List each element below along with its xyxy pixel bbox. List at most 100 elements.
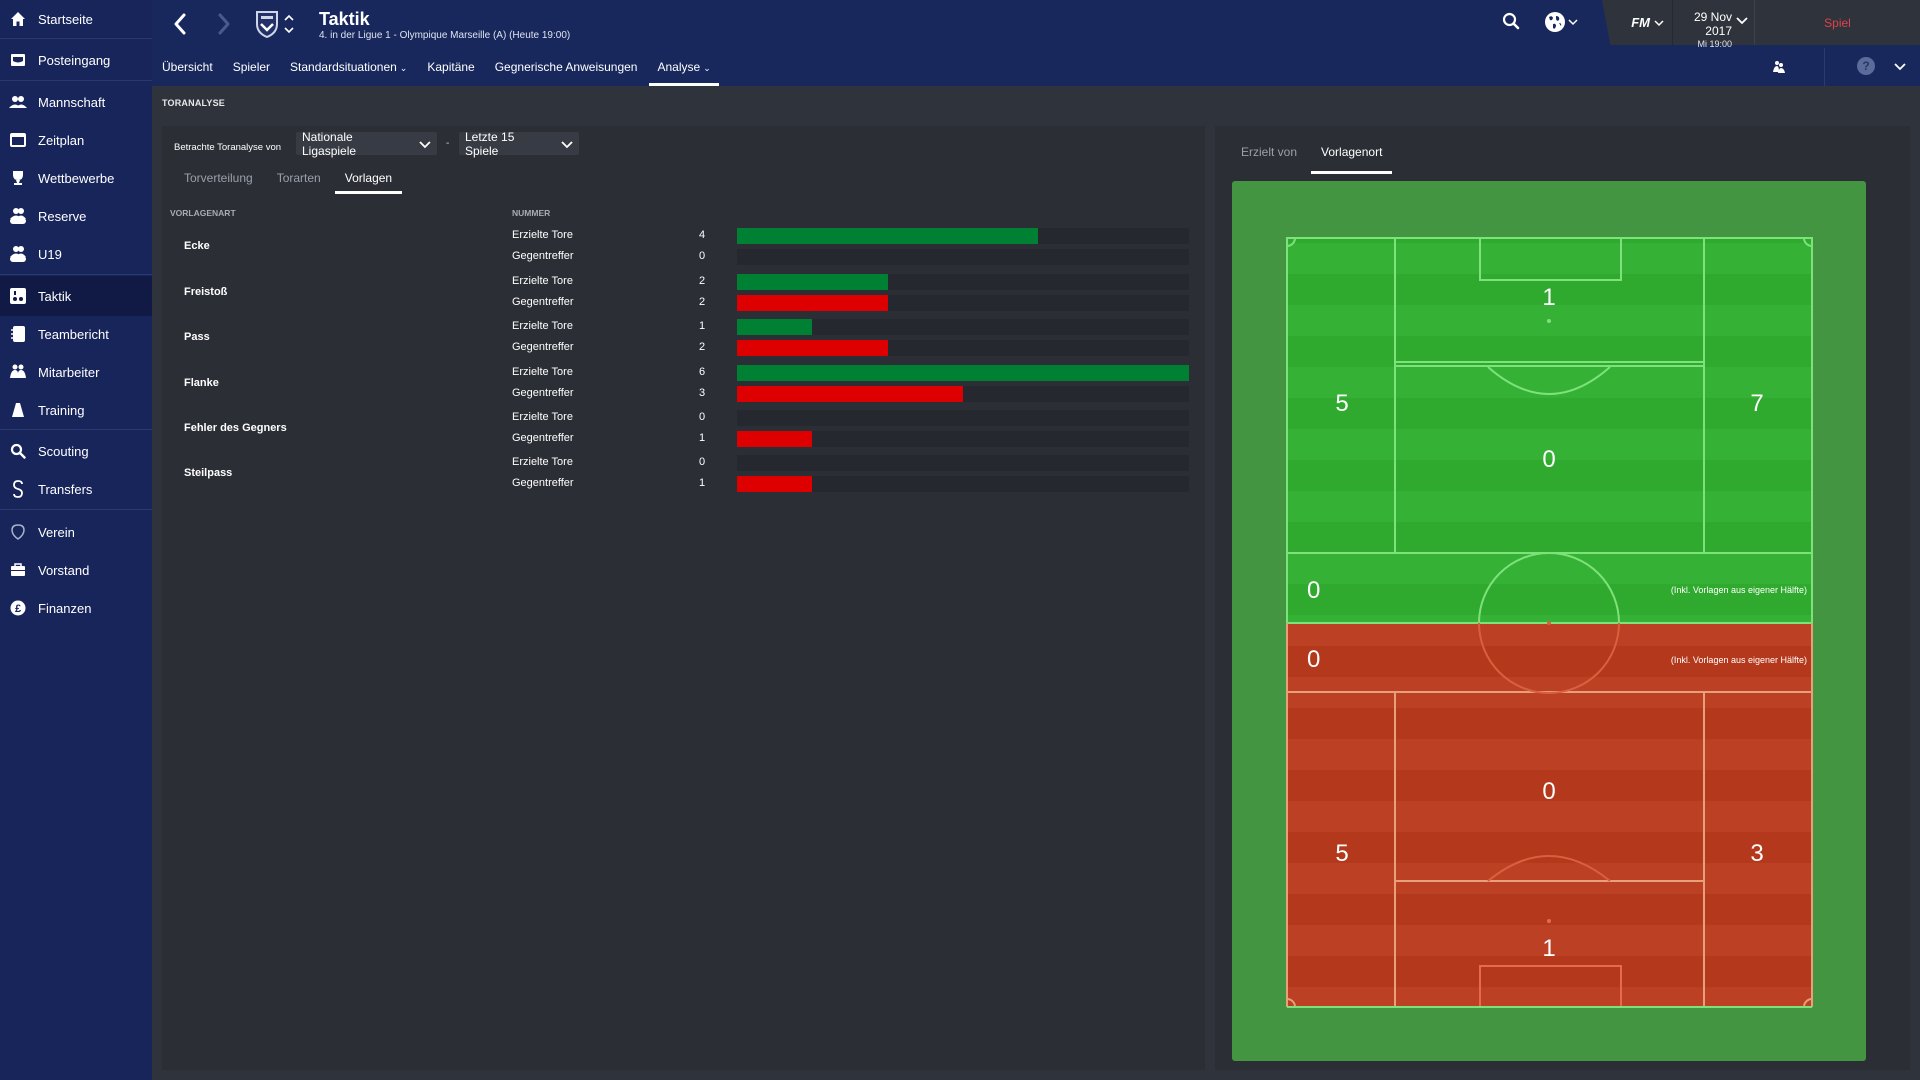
assist-type-row: Pass Erzielte Tore 1 Gegentreffer 2	[172, 317, 1194, 361]
scored-bar	[737, 274, 888, 290]
subnav-uebersicht[interactable]: Übersicht	[152, 56, 223, 86]
help-icon[interactable]: ?	[1857, 57, 1875, 75]
bar-track	[737, 476, 1189, 492]
staff-people-button[interactable]	[1772, 60, 1786, 79]
more-menu-button[interactable]	[1894, 58, 1906, 76]
home-icon	[0, 11, 36, 27]
globe-icon	[1545, 12, 1565, 32]
scored-half	[1287, 238, 1812, 623]
world-menu-button[interactable]	[1544, 11, 1578, 33]
back-button[interactable]	[168, 10, 192, 38]
competition-value: Nationale Ligaspiele	[302, 129, 357, 158]
sidebar-item-taktik[interactable]: Taktik	[0, 276, 152, 316]
scored-label: Erzielte Tore	[512, 366, 573, 378]
filter-label: Betrachte Toranalyse von	[174, 142, 282, 153]
filter-separator: -	[446, 138, 450, 149]
assist-type-row: Freistoß Erzielte Tore 2 Gegentreffer 2	[172, 272, 1194, 316]
sidebar-item-zeitplan[interactable]: Zeitplan	[0, 121, 152, 159]
range-dropdown[interactable]: Letzte 15 Spiele	[459, 129, 579, 158]
scored-own-half-note: (Inkl. Vorlagen aus eigener Hälfte)	[1671, 585, 1807, 595]
column-header-number: NUMMER	[512, 208, 551, 218]
assist-type-row: Ecke Erzielte Tore 4 Gegentreffer 0	[172, 226, 1194, 270]
assist-type-label: Fehler des Gegners	[184, 422, 287, 434]
conceded-bar	[737, 295, 888, 311]
subnav-spieler[interactable]: Spieler	[223, 56, 280, 86]
sidebar-item-vorstand[interactable]: Vorstand	[0, 551, 152, 589]
range-value: Letzte 15 Spiele	[465, 129, 515, 158]
subnav-label: Analyse	[657, 60, 701, 74]
bar-track	[737, 386, 1189, 402]
sidebar-item-startseite[interactable]: Startseite	[0, 0, 152, 38]
club-switch-arrows[interactable]	[282, 12, 296, 36]
fm-menu-button[interactable]: FM	[1602, 0, 1672, 45]
scored-value: 4	[698, 229, 706, 241]
trophy-icon	[0, 170, 36, 186]
sidebar-item-reserve[interactable]: Reserve	[0, 197, 152, 235]
tab-erzielt-von[interactable]: Erzielt von	[1241, 145, 1298, 159]
tab-torarten[interactable]: Torarten	[276, 171, 321, 185]
conceded-label: Gegentreffer	[512, 341, 574, 353]
assist-type-label: Steilpass	[184, 467, 233, 479]
sidebar-item-label: Teambericht	[38, 326, 109, 342]
subnav-kapitaene[interactable]: Kapitäne	[417, 56, 484, 86]
sidebar-item-wettbewerbe[interactable]: Wettbewerbe	[0, 159, 152, 197]
section-title: TORANALYSE	[162, 98, 226, 108]
sidebar-item-finanzen[interactable]: £ Finanzen	[0, 589, 152, 627]
forward-button[interactable]	[212, 10, 236, 38]
sub-navigation: Übersicht Spieler Standardsituationen ⌄ K…	[152, 56, 719, 86]
bar-track	[737, 274, 1189, 290]
conceded-half	[1287, 623, 1812, 1007]
conceded-line: Gegentreffer 2	[172, 338, 1194, 358]
subnav-label: Standardsituationen	[290, 60, 397, 74]
sidebar-item-label: Mannschaft	[38, 94, 106, 110]
search-icon	[1502, 12, 1520, 30]
sidebar-item-u19[interactable]: U19	[0, 235, 152, 273]
assist-location-panel: Erzielt von Vorlagenort	[1215, 126, 1910, 1070]
subnav-divider	[1824, 48, 1825, 86]
club-badge-icon[interactable]	[255, 10, 279, 39]
search-button[interactable]	[1502, 12, 1520, 35]
pound-coin-icon: £	[0, 600, 36, 616]
chevron-down-icon: ⌄	[399, 63, 408, 73]
top-bar: Taktik 4. in der Ligue 1 - Olympique Mar…	[152, 0, 1920, 86]
scored-line: Erzielte Tore 0	[172, 453, 1194, 473]
scored-bar	[737, 319, 813, 335]
sidebar-item-mitarbeiter[interactable]: Mitarbeiter	[0, 353, 152, 391]
conceded-bar	[737, 476, 813, 492]
subnav-analyse[interactable]: Analyse ⌄	[649, 56, 719, 86]
sidebar-item-teambericht[interactable]: Teambericht	[0, 315, 152, 353]
chevron-down-icon	[561, 140, 573, 148]
tab-torverteilung[interactable]: Torverteilung	[184, 171, 253, 185]
sidebar-item-mannschaft[interactable]: Mannschaft	[0, 83, 152, 121]
sidebar-item-label: Finanzen	[38, 600, 92, 616]
subnav-gegnerische-anweisungen[interactable]: Gegnerische Anweisungen	[485, 56, 648, 86]
competition-dropdown[interactable]: Nationale Ligaspiele	[296, 129, 437, 158]
chevron-right-icon	[218, 13, 230, 35]
conceded-own-half-note: (Inkl. Vorlagen aus eigener Hälfte)	[1671, 655, 1807, 665]
search-icon	[0, 443, 36, 459]
scored-value: 1	[698, 320, 706, 332]
calendar-icon	[0, 133, 36, 147]
date-button[interactable]: 29 Nov 2017 Mi 19:00	[1672, 0, 1754, 49]
chevron-left-icon	[174, 13, 186, 35]
tab-vorlagenort[interactable]: Vorlagenort	[1311, 142, 1393, 174]
sidebar-item-posteingang[interactable]: Posteingang	[0, 41, 152, 79]
current-time: Mi 19:00	[1697, 39, 1732, 49]
squad-icon	[0, 95, 36, 109]
sidebar-item-transfers[interactable]: Transfers	[0, 470, 152, 508]
conceded-value: 3	[698, 387, 706, 399]
conceded-line: Gegentreffer 1	[172, 429, 1194, 449]
subnav-label: Übersicht	[162, 60, 213, 74]
sidebar-item-scouting[interactable]: Scouting	[0, 432, 152, 470]
play-match-button[interactable]: Spiel	[1754, 0, 1920, 45]
sidebar-item-verein[interactable]: Verein	[0, 513, 152, 551]
chevron-down-icon	[1654, 19, 1664, 26]
conceded-box-count: 1	[1542, 935, 1555, 962]
sidebar-item-training[interactable]: Training	[0, 391, 152, 429]
tab-vorlagen[interactable]: Vorlagen	[334, 168, 403, 194]
subnav-standardsituationen[interactable]: Standardsituationen ⌄	[280, 56, 417, 86]
staff-icon	[0, 364, 36, 380]
sidebar-item-label: Scouting	[38, 443, 89, 459]
sidebar-item-label: Posteingang	[38, 52, 111, 68]
column-header-type: VORLAGENART	[170, 208, 236, 218]
